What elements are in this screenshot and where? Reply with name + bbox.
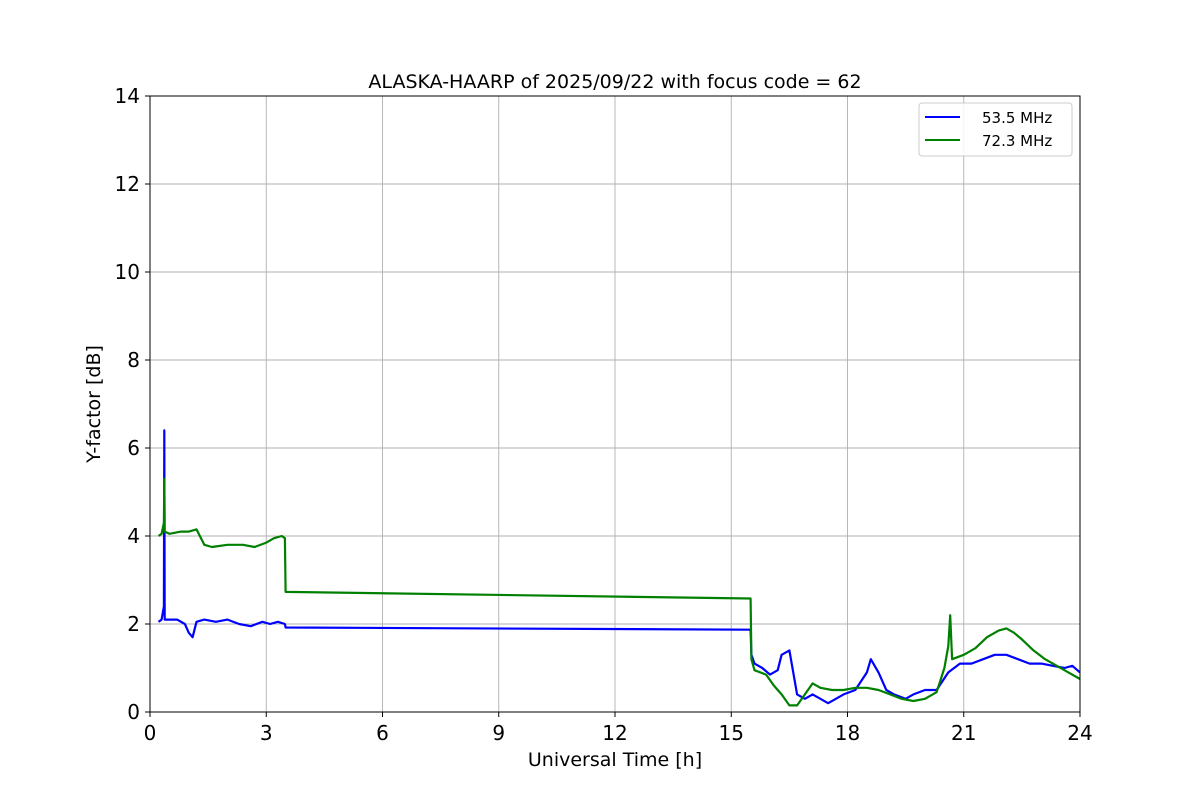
y-tick-label: 8 (127, 348, 140, 372)
x-axis-label: Universal Time [h] (528, 749, 702, 771)
x-axis-ticks: 0 3 6 9 12 15 18 21 24 (144, 712, 1093, 745)
x-tick-label: 12 (602, 721, 627, 745)
y-axis-ticks: 0 2 4 6 8 10 12 14 (115, 84, 150, 724)
legend-label-72-3-mhz: 72.3 MHz (982, 132, 1052, 150)
x-tick-label: 24 (1067, 721, 1092, 745)
x-tick-label: 18 (835, 721, 860, 745)
y-tick-label: 10 (115, 260, 140, 284)
y-tick-label: 6 (127, 436, 140, 460)
legend-label-53-5-mhz: 53.5 MHz (982, 109, 1052, 127)
y-tick-label: 0 (127, 700, 140, 724)
x-tick-label: 6 (376, 721, 389, 745)
x-tick-label: 0 (144, 721, 157, 745)
x-tick-label: 3 (260, 721, 273, 745)
y-axis-label: Y-factor [dB] (83, 345, 105, 464)
chart-title: ALASKA-HAARP of 2025/09/22 with focus co… (368, 71, 861, 93)
y-tick-label: 4 (127, 524, 140, 548)
x-tick-label: 21 (951, 721, 976, 745)
series-line-72-3-mhz (157, 477, 1081, 707)
x-tick-label: 9 (492, 721, 505, 745)
series-line-53-5-mhz (157, 429, 1081, 705)
y-tick-label: 2 (127, 612, 140, 636)
y-tick-label: 12 (115, 172, 140, 196)
x-tick-label: 15 (719, 721, 744, 745)
y-tick-label: 14 (115, 84, 140, 108)
plot-series (157, 429, 1081, 707)
legend: 53.5 MHz 72.3 MHz (918, 102, 1073, 157)
